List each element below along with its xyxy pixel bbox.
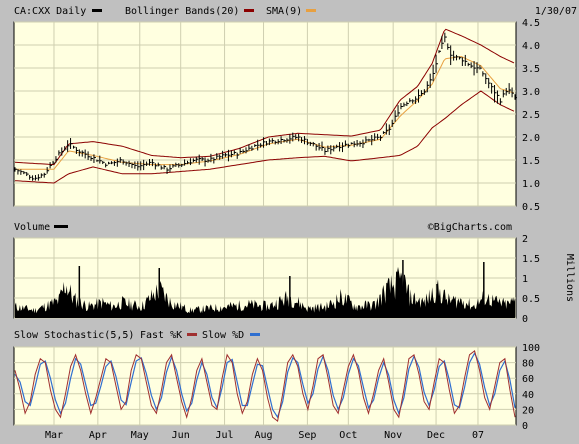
x-tick-label: Oct — [339, 430, 357, 441]
sma-line — [15, 55, 515, 170]
price-tick-label: 3.0 — [522, 87, 540, 98]
price-tick-label: 3.5 — [522, 64, 540, 75]
price-grid — [14, 21, 516, 207]
price-symbol-label: CA:CXX Daily — [14, 6, 86, 17]
price-bars — [14, 32, 517, 181]
volume-spikes — [78, 260, 485, 318]
price-tick-label: 4.0 — [522, 41, 540, 52]
fast-k-legend-label: Fast %K — [140, 330, 182, 341]
price-tick-label: 2.0 — [522, 133, 540, 144]
x-tick-label: 07 — [472, 430, 484, 441]
bigcharts-watermark: ©BigCharts.com — [428, 222, 512, 233]
price-tick-label: 2.5 — [522, 110, 540, 121]
stochastic-axis-ticks: 100 80 60 40 20 0 — [522, 343, 540, 432]
stochastic-tick-label: 40 — [522, 390, 534, 401]
price-axis-ticks: 4.5 4.0 3.5 3.0 2.5 2.0 1.5 1.0 0.5 — [522, 18, 540, 213]
x-tick-label: Apr — [89, 430, 107, 441]
volume-axis-ticks: 2 1.5 1 0.5 0 — [522, 234, 540, 325]
price-tick-label: 0.5 — [522, 202, 540, 213]
volume-label: Volume — [14, 222, 50, 233]
x-axis-ticks: Mar Apr May Jun Jul Aug Sep Oct Nov Dec 07 — [45, 430, 484, 441]
chart-date-label: 1/30/07 — [535, 6, 577, 17]
bollinger-legend-swatch — [244, 9, 254, 12]
x-tick-label: Sep — [298, 430, 316, 441]
stochastic-tick-label: 80 — [522, 359, 534, 370]
stochastic-tick-label: 20 — [522, 405, 534, 416]
volume-tick-label: 1.5 — [522, 254, 540, 265]
x-tick-label: Dec — [427, 430, 445, 441]
fast-k-legend-swatch — [187, 333, 197, 336]
x-tick-label: Aug — [255, 430, 273, 441]
volume-unit-label: Millions — [564, 254, 575, 302]
bollinger-legend-label: Bollinger Bands(20) — [125, 6, 239, 17]
sma-legend-swatch — [306, 9, 316, 12]
slow-d-legend-label: Slow %D — [202, 330, 244, 341]
slow-d-legend-swatch — [250, 333, 260, 336]
sma-legend-label: SMA(9) — [266, 6, 302, 17]
volume-tick-label: 0.5 — [522, 294, 540, 305]
volume-tick-label: 1 — [522, 274, 528, 285]
volume-tick-label: 2 — [522, 234, 528, 245]
fast-k-line — [14, 350, 516, 422]
x-tick-label: Nov — [384, 430, 402, 441]
bollinger-lower-band — [14, 90, 515, 184]
volume-area — [15, 266, 515, 318]
price-tick-label: 1.0 — [522, 179, 540, 190]
bollinger-upper-band — [14, 28, 515, 166]
x-tick-label: Jun — [172, 430, 190, 441]
x-tick-label: Jul — [216, 430, 234, 441]
stochastic-tick-label: 0 — [522, 421, 528, 432]
x-tick-label: May — [131, 430, 149, 441]
stochastic-tick-label: 100 — [522, 343, 540, 354]
stochastic-tick-label: 60 — [522, 374, 534, 385]
stochastic-title-label: Slow Stochastic(5,5) — [14, 330, 134, 341]
price-legend-swatch — [92, 9, 102, 12]
price-tick-label: 4.5 — [522, 18, 540, 29]
x-tick-label: Mar — [45, 430, 63, 441]
volume-tick-label: 0 — [522, 314, 528, 325]
volume-legend-swatch — [54, 225, 68, 228]
price-tick-label: 1.5 — [522, 156, 540, 167]
